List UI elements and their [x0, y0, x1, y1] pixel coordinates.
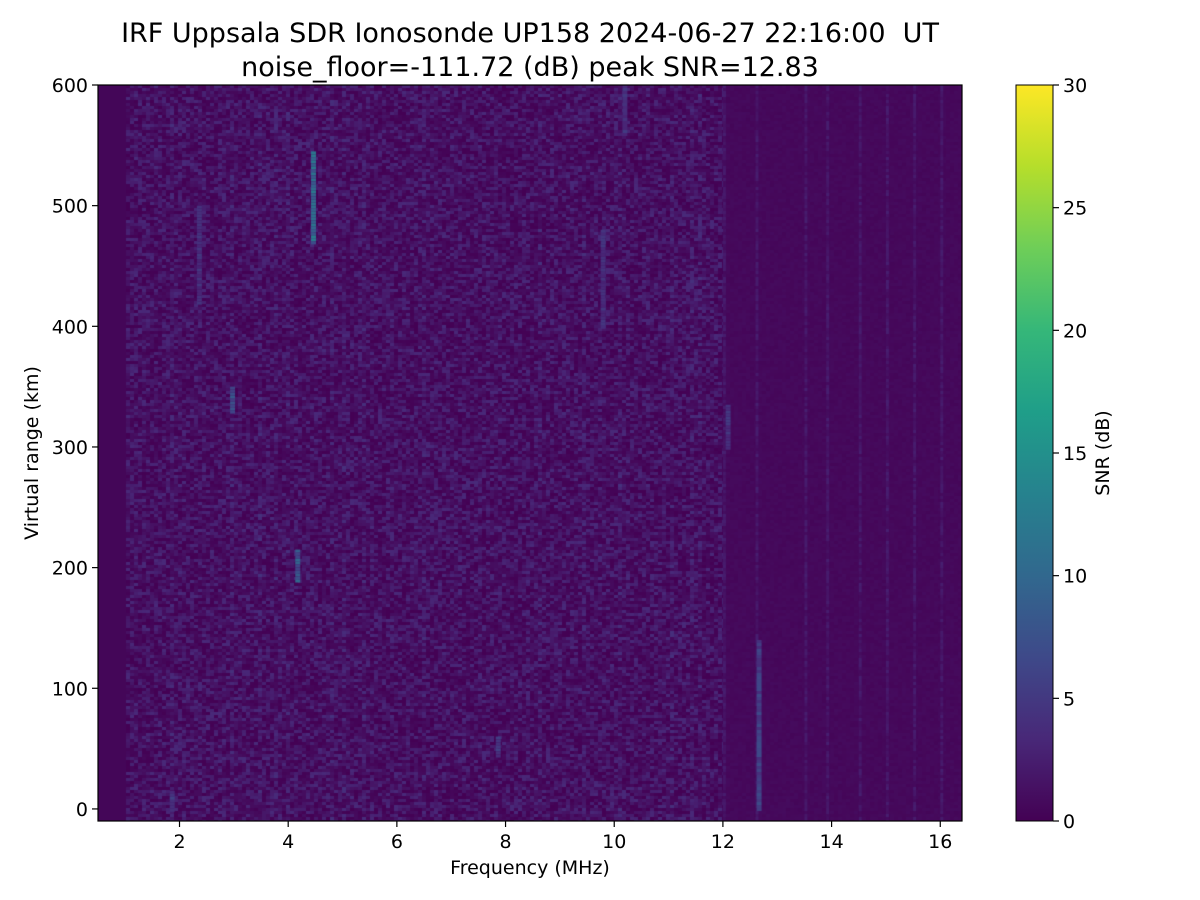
colorbar-tick-label: 10 — [1063, 566, 1087, 588]
x-tick-label: 14 — [819, 831, 843, 853]
chart-title: IRF Uppsala SDR Ionosonde UP158 2024-06-… — [121, 18, 939, 49]
x-tick-label: 16 — [928, 831, 952, 853]
plot-area-frame — [97, 84, 963, 822]
colorbar-tick-label: 5 — [1063, 688, 1075, 710]
colorbar-tick-label: 25 — [1063, 198, 1087, 220]
y-axis-label: Virtual range (km) — [21, 366, 43, 540]
colorbar-tick-label: 0 — [1063, 811, 1075, 833]
colorbar-tick-label: 15 — [1063, 443, 1087, 465]
colorbar-label: SNR (dB) — [1092, 410, 1114, 495]
heatmap-image — [98, 85, 962, 821]
chart-subtitle: noise_floor=-111.72 (dB) peak SNR=12.83 — [241, 52, 819, 83]
y-tick-label: 300 — [52, 437, 88, 459]
colorbar-tick-label: 20 — [1063, 320, 1087, 342]
y-tick-label: 600 — [52, 75, 88, 97]
x-tick-label: 8 — [500, 831, 512, 853]
x-tick-label: 4 — [282, 831, 294, 853]
colorbar-tick-label: 30 — [1063, 75, 1087, 97]
colorbar — [1015, 84, 1054, 822]
y-tick-label: 400 — [52, 316, 88, 338]
y-tick-label: 500 — [52, 196, 88, 218]
heatmap — [98, 85, 962, 821]
x-tick-label: 2 — [173, 831, 185, 853]
y-tick-label: 100 — [52, 678, 88, 700]
colorbar-ticks: 0 5 10 15 20 25 30 — [1053, 75, 1087, 833]
x-axis-label: Frequency (MHz) — [450, 857, 610, 879]
y-axis-ticks: 0 100 200 300 400 500 600 — [52, 75, 98, 821]
x-tick-label: 10 — [602, 831, 626, 853]
x-axis-ticks: 2 4 6 8 10 12 14 16 — [173, 821, 952, 853]
y-tick-label: 0 — [76, 799, 88, 821]
x-tick-label: 6 — [391, 831, 403, 853]
y-tick-label: 200 — [52, 558, 88, 580]
x-tick-label: 12 — [711, 831, 735, 853]
